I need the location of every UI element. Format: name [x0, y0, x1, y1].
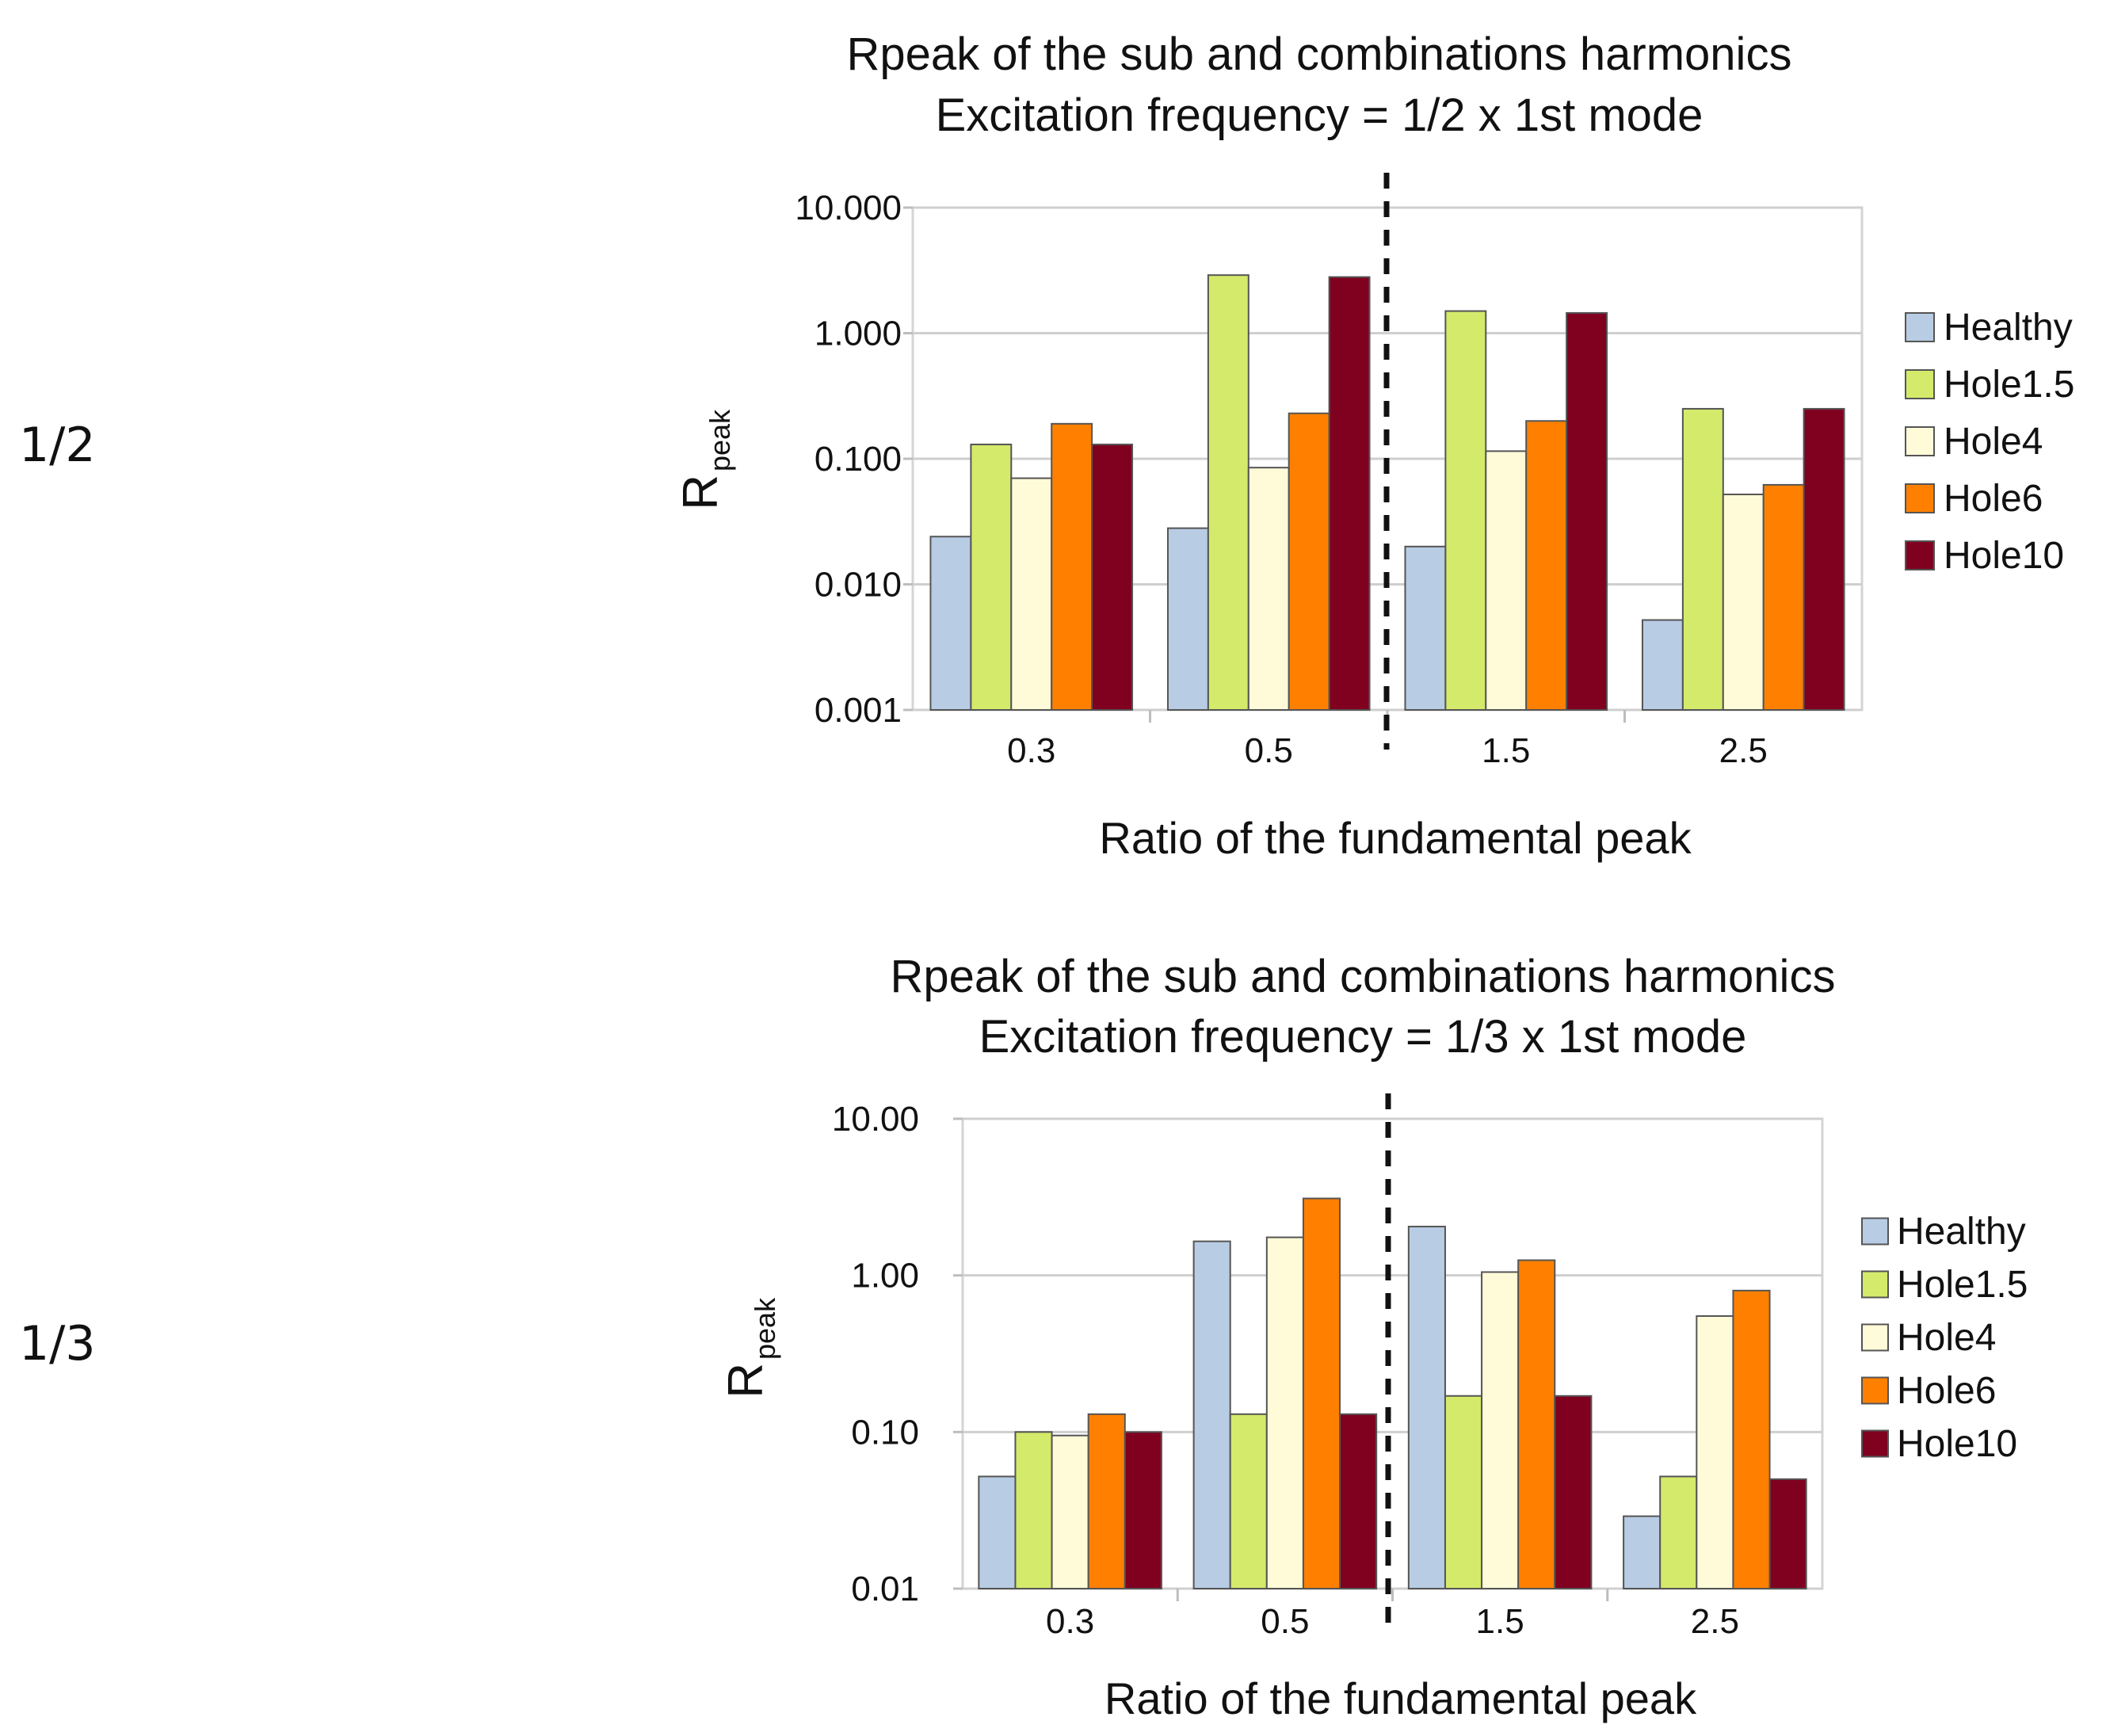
y-tick-label: 10.00	[832, 1100, 919, 1139]
bar-hole6	[1087, 1413, 1126, 1590]
y-tick-label: 0.100	[815, 440, 902, 479]
y-tick-label: 0.010	[815, 566, 902, 605]
y-tick-label: 0.10	[851, 1413, 919, 1452]
x-tick-label: 0.3	[1046, 1602, 1094, 1641]
bar-healthy	[1407, 1226, 1446, 1589]
bar-hole1-5	[1659, 1475, 1698, 1589]
side-label-third: 1/3	[19, 1316, 96, 1372]
legend-swatch	[1905, 426, 1935, 456]
legend-label: Hole6	[1897, 1370, 1996, 1412]
bar-hole4	[1722, 494, 1765, 712]
chart-title-line-2: Excitation frequency = 1/3 x 1st mode	[979, 1011, 1747, 1063]
bar-healthy	[1641, 619, 1684, 712]
legend-label: Hole1.5	[1897, 1264, 2028, 1306]
bar-hole1-5	[1444, 1395, 1483, 1589]
bar-hole6	[1732, 1289, 1771, 1589]
legend-label: Hole10	[1944, 535, 2064, 577]
x-tick-label: 0.5	[1261, 1602, 1309, 1641]
bar-hole1-5	[1229, 1413, 1268, 1590]
bar-hole6	[1517, 1259, 1556, 1589]
x-tick-label: 0.5	[1245, 731, 1293, 770]
bar-hole4	[1696, 1314, 1734, 1589]
bar-hole10	[1566, 311, 1608, 711]
legend-swatch	[1861, 1429, 1889, 1458]
legend-label: Hole4	[1897, 1317, 1996, 1359]
x-axis-label: Ratio of the fundamental peak	[1099, 813, 1692, 863]
bar-healthy	[1623, 1515, 1662, 1590]
chart-third-excitation: Rpeak of the sub and combinations harmon…	[719, 951, 2028, 1723]
bar-hole4	[1265, 1236, 1304, 1589]
y-axis-label: Rpeak	[719, 1297, 781, 1398]
x-axis-label: Ratio of the fundamental peak	[1105, 1673, 1697, 1723]
y-axis-label: Rpeak	[673, 409, 736, 510]
bar-healthy	[1166, 527, 1209, 711]
bar-hole10	[1554, 1395, 1593, 1589]
bar-hole1-5	[1681, 407, 1724, 711]
y-axis-label-main: R	[673, 475, 728, 510]
bar-hole1-5	[1014, 1431, 1053, 1590]
bar-hole6	[1288, 412, 1330, 711]
bar-healthy	[1404, 545, 1447, 711]
bar-hole10	[1768, 1478, 1807, 1589]
chart-title-line-1: Rpeak of the sub and combinations harmon…	[891, 951, 1836, 1002]
legend-label: Hole6	[1944, 478, 2043, 520]
y-tick-label: 0.001	[815, 691, 902, 730]
legend-label: Healthy	[1944, 307, 2073, 349]
bar-hole1-5	[1207, 274, 1249, 712]
bar-hole6	[1762, 483, 1805, 712]
legend-label: Hole1.5	[1944, 364, 2074, 406]
bar-hole4	[1485, 450, 1528, 711]
legend-label: Hole4	[1944, 421, 2043, 463]
bar-hole10	[1803, 407, 1845, 711]
legend: Healthy Hole1.5 Hole4 Hole6 Hole10	[1861, 1211, 2028, 1465]
x-tick-label: 1.5	[1482, 731, 1530, 770]
bar-hole1-5	[970, 443, 1013, 712]
y-axis-label-sub: peak	[704, 409, 736, 471]
bar-hole10	[1091, 443, 1134, 712]
bar-healthy	[978, 1475, 1017, 1589]
legend-swatch	[1905, 312, 1935, 342]
side-label-half: 1/2	[19, 418, 96, 473]
chart-half-excitation: Rpeak of the sub and combinations harmon…	[673, 29, 2074, 863]
bar-hole10	[1339, 1413, 1378, 1590]
legend-label: Healthy	[1897, 1211, 2026, 1253]
bar-healthy	[929, 536, 972, 711]
bar-hole1-5	[1444, 310, 1487, 711]
chart-title-line-2: Excitation frequency = 1/2 x 1st mode	[936, 90, 1703, 141]
bar-hole10	[1328, 276, 1371, 712]
x-tick-label: 1.5	[1476, 1602, 1524, 1641]
bar-hole6	[1302, 1197, 1341, 1590]
legend-label: Hole10	[1897, 1423, 2017, 1465]
legend-swatch	[1861, 1323, 1889, 1352]
bar-hole4	[1051, 1434, 1089, 1590]
legend-swatch	[1905, 483, 1935, 513]
legend-swatch	[1905, 540, 1935, 570]
chart-title-line-1: Rpeak of the sub and combinations harmon…	[847, 29, 1792, 80]
x-tick-label: 0.3	[1007, 731, 1055, 770]
bar-hole6	[1051, 422, 1093, 711]
bar-hole4	[1010, 477, 1053, 711]
bar-hole4	[1481, 1271, 1520, 1590]
bar-hole4	[1247, 467, 1290, 711]
legend-swatch	[1905, 369, 1935, 399]
bar-hole10	[1124, 1431, 1162, 1590]
x-tick-label: 2.5	[1719, 731, 1768, 770]
y-tick-label: 0.01	[851, 1570, 919, 1608]
y-tick-label: 1.000	[815, 315, 902, 353]
bar-healthy	[1192, 1240, 1231, 1590]
y-tick-label: 1.00	[851, 1257, 919, 1295]
x-tick-label: 2.5	[1691, 1602, 1739, 1641]
y-tick-label: 10.000	[795, 189, 902, 227]
legend-swatch	[1861, 1270, 1889, 1299]
legend: Healthy Hole1.5 Hole4 Hole6 Hole10	[1905, 307, 2074, 577]
y-axis-label-main: R	[719, 1363, 773, 1398]
legend-swatch	[1861, 1376, 1889, 1405]
y-axis-label-sub: peak	[749, 1297, 781, 1360]
legend-swatch	[1861, 1217, 1889, 1246]
bar-hole6	[1525, 420, 1568, 711]
